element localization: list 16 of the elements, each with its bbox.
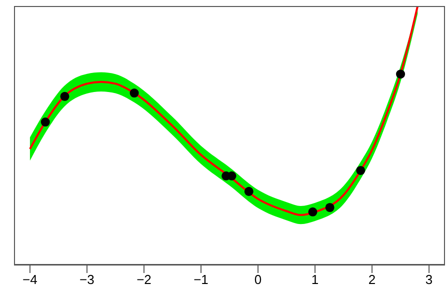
point xyxy=(60,92,70,101)
x-tick-label: 1 xyxy=(311,272,319,288)
point xyxy=(244,186,254,196)
point xyxy=(40,118,50,127)
point xyxy=(308,207,318,216)
point xyxy=(130,88,139,98)
x-tick-label: −4 xyxy=(22,272,38,288)
x-tick-label: 3 xyxy=(425,272,433,288)
point xyxy=(396,70,406,79)
point xyxy=(325,202,334,212)
x-tick-label: 2 xyxy=(368,272,376,288)
x-tick-label: −3 xyxy=(80,272,94,288)
x-tick-label: −2 xyxy=(136,272,152,288)
x-tick-label: −1 xyxy=(194,272,208,288)
point xyxy=(356,166,366,175)
x-tick-label: 0 xyxy=(254,272,262,288)
